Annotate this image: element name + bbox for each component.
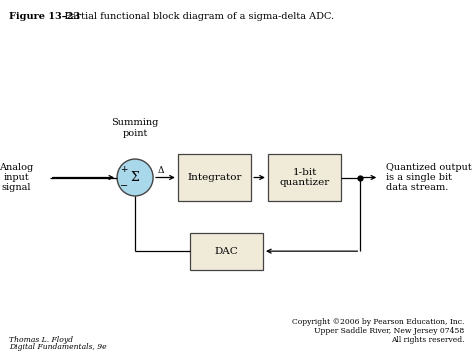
Text: Analog
input
signal: Analog input signal bbox=[0, 163, 34, 192]
Ellipse shape bbox=[117, 159, 153, 196]
Text: Quantized output
is a single bit
data stream.: Quantized output is a single bit data st… bbox=[386, 163, 472, 192]
Text: Thomas L. Floyd: Thomas L. Floyd bbox=[9, 335, 73, 344]
Text: Copyright ©2006 by Pearson Education, Inc.
Upper Saddle River, New Jersey 07458
: Copyright ©2006 by Pearson Education, In… bbox=[292, 318, 465, 344]
Text: 1-bit
quantizer: 1-bit quantizer bbox=[279, 168, 330, 187]
Text: Σ: Σ bbox=[131, 171, 139, 184]
Text: Summing
point: Summing point bbox=[111, 118, 159, 138]
Text: DAC: DAC bbox=[214, 247, 238, 256]
Text: −: − bbox=[120, 182, 128, 191]
Text: Δ: Δ bbox=[158, 166, 164, 175]
Text: Digital Fundamentals, 9e: Digital Fundamentals, 9e bbox=[9, 343, 107, 351]
FancyBboxPatch shape bbox=[178, 154, 251, 201]
Text: Partial functional block diagram of a sigma-delta ADC.: Partial functional block diagram of a si… bbox=[55, 12, 334, 21]
Text: Figure 13–23: Figure 13–23 bbox=[9, 12, 81, 21]
FancyBboxPatch shape bbox=[268, 154, 341, 201]
FancyBboxPatch shape bbox=[190, 233, 263, 270]
Text: Integrator: Integrator bbox=[187, 173, 242, 182]
Text: +: + bbox=[120, 165, 128, 174]
